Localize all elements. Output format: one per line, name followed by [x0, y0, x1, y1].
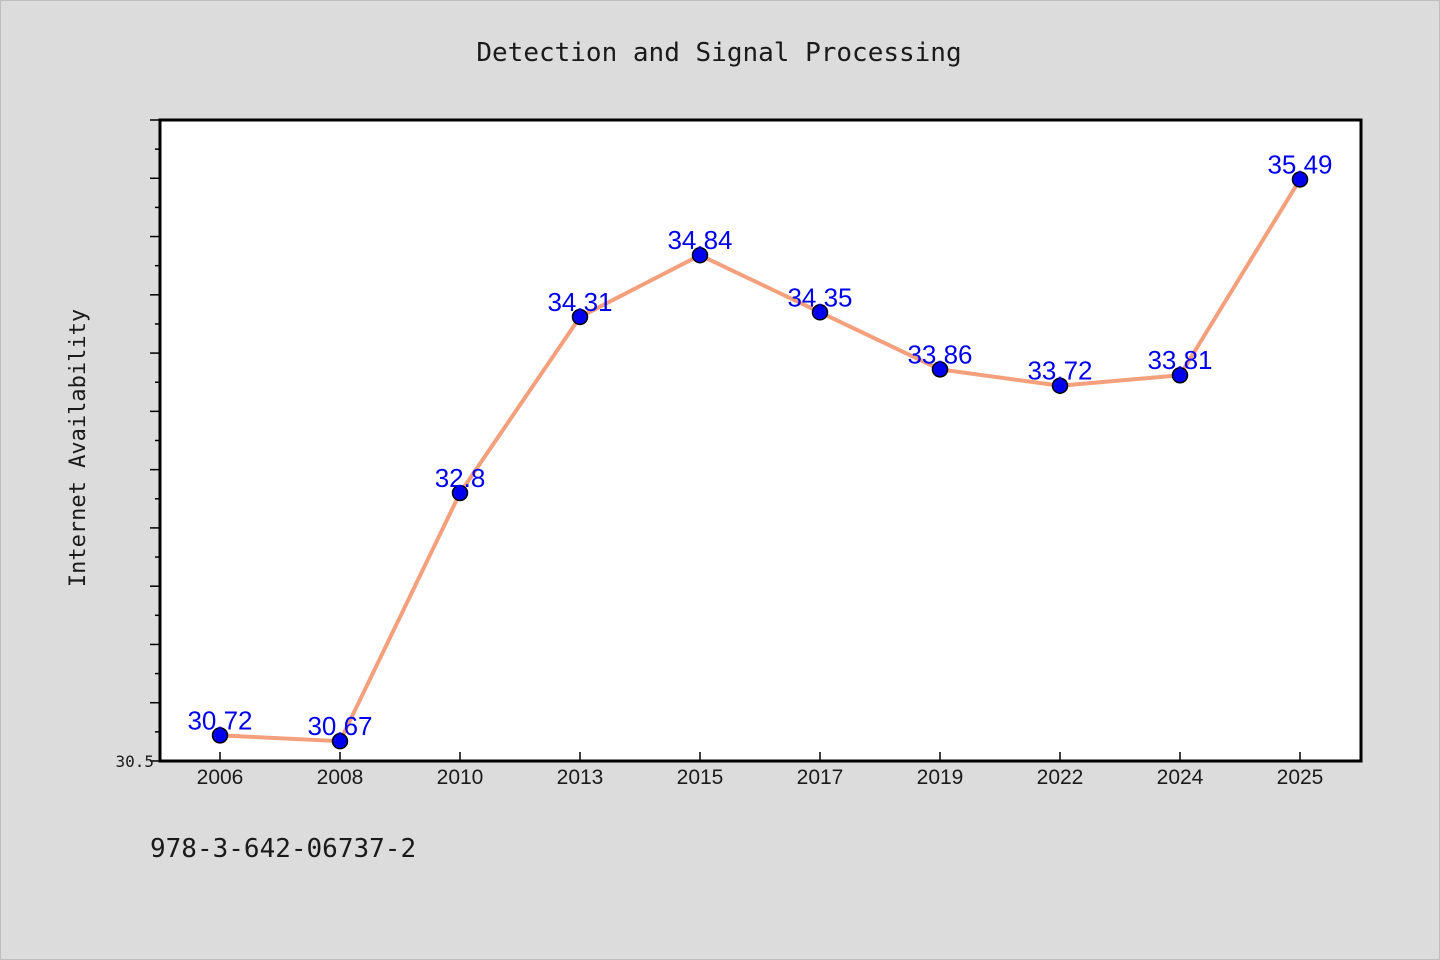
data-label: 35.49 [1267, 149, 1332, 179]
data-point [1171, 366, 1189, 384]
series-layer: 30.72 30.67 32.8 34.31 34.84 34.35 33.86 33.72 3… [187, 149, 1333, 750]
series-line [218, 177, 1302, 744]
x-tick-label: 2008 [317, 766, 364, 789]
x-tick-label: 2019 [917, 766, 964, 789]
y-tick-label: 30.5 [115, 752, 154, 771]
x-tick-label: 2006 [197, 766, 244, 789]
x-tick-label: 2015 [677, 766, 724, 789]
x-axis-ticks: 2006 2008 2010 2013 2015 2017 2019 2022 2024 2025 [197, 752, 1324, 789]
data-label: 32.8 [435, 463, 486, 493]
data-label: 33.86 [907, 339, 972, 369]
x-tick-label: 2017 [797, 766, 844, 789]
y-axis-label: Internet Availability [66, 309, 91, 587]
x-tick-label: 2010 [437, 766, 484, 789]
data-point [1051, 377, 1069, 394]
x-tick-label: 2022 [1037, 766, 1084, 789]
data-label: 33.72 [1027, 356, 1092, 386]
data-point [1291, 171, 1309, 188]
data-point [691, 246, 709, 264]
x-tick-label: 2024 [1157, 766, 1204, 789]
data-label: 34.84 [667, 225, 732, 255]
chart-title: Detection and Signal Processing [476, 38, 961, 68]
data-label: 34.35 [787, 282, 852, 312]
data-point [451, 484, 469, 502]
plot-area [158, 118, 1363, 763]
data-label: 30.67 [307, 711, 372, 741]
data-point [571, 308, 589, 326]
data-point [331, 732, 349, 750]
data-point [811, 304, 829, 321]
data-label: 30.72 [187, 705, 252, 735]
footnote-isbn: 978-3-642-06737-2 [150, 834, 417, 864]
data-point [931, 361, 949, 378]
data-point [211, 727, 229, 744]
x-tick-label: 2025 [1277, 766, 1324, 789]
y-axis-ticks: 30.5 [115, 119, 160, 771]
x-tick-label: 2013 [557, 766, 604, 789]
data-label: 34.31 [547, 287, 612, 317]
data-label: 33.81 [1147, 345, 1212, 375]
